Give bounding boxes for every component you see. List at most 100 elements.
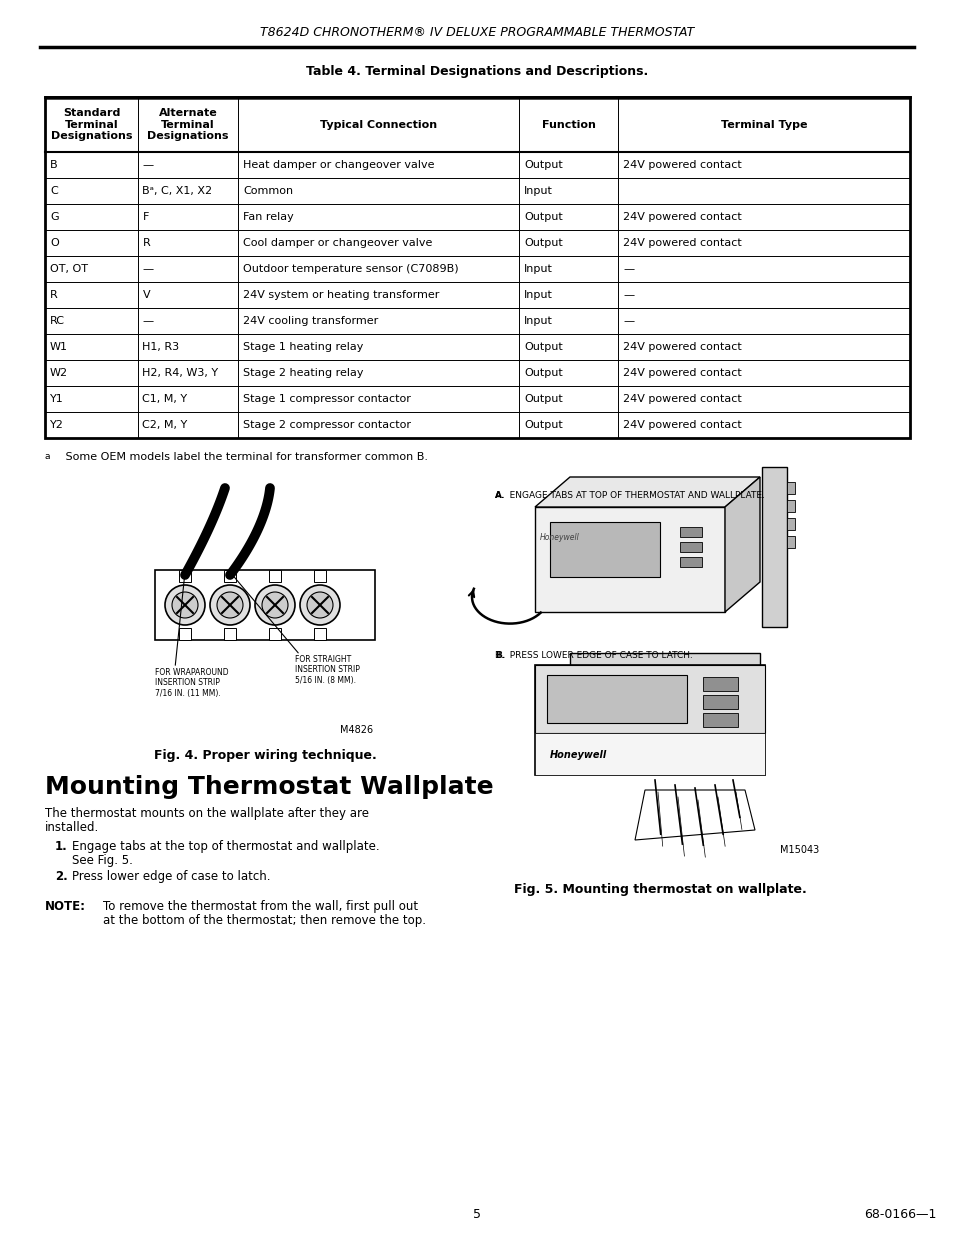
Text: Standard
Terminal
Designations: Standard Terminal Designations <box>51 107 132 141</box>
Text: C: C <box>50 186 58 196</box>
Text: —: — <box>142 264 153 274</box>
Bar <box>679 542 701 552</box>
Text: Input: Input <box>523 264 553 274</box>
Text: FOR STRAIGHT
INSERTION STRIP
5/16 IN. (8 MM).: FOR STRAIGHT INSERTION STRIP 5/16 IN. (8… <box>294 655 359 684</box>
Text: See Fig. 5.: See Fig. 5. <box>71 853 132 867</box>
Text: Fig. 4. Proper wiring technique.: Fig. 4. Proper wiring technique. <box>153 748 376 762</box>
Bar <box>702 713 738 727</box>
Text: 24V powered contact: 24V powered contact <box>623 342 741 352</box>
Bar <box>679 557 701 567</box>
Text: Bᵃ, C, X1, X2: Bᵃ, C, X1, X2 <box>142 186 213 196</box>
Text: Mounting Thermostat Wallplate: Mounting Thermostat Wallplate <box>45 776 493 799</box>
Bar <box>550 522 659 577</box>
Text: Output: Output <box>523 161 562 170</box>
Text: Some OEM models label the terminal for transformer common B.: Some OEM models label the terminal for t… <box>55 452 428 462</box>
Text: 2.: 2. <box>55 869 68 883</box>
Circle shape <box>254 585 294 625</box>
Text: Stage 2 heating relay: Stage 2 heating relay <box>243 368 363 378</box>
Circle shape <box>262 592 288 618</box>
Text: Fig. 5. Mounting thermostat on wallplate.: Fig. 5. Mounting thermostat on wallplate… <box>513 883 805 897</box>
Bar <box>546 676 686 722</box>
Text: Input: Input <box>523 290 553 300</box>
Text: —: — <box>623 264 634 274</box>
Bar <box>45 98 909 438</box>
Text: Engage tabs at the top of thermostat and wallplate.: Engage tabs at the top of thermostat and… <box>71 840 379 853</box>
Bar <box>786 517 794 530</box>
Text: Honeywell: Honeywell <box>539 532 579 541</box>
Bar <box>269 571 281 582</box>
Text: Output: Output <box>523 394 562 404</box>
Bar <box>154 571 375 640</box>
Bar <box>535 664 764 776</box>
Text: —: — <box>142 316 153 326</box>
Text: Press lower edge of case to latch.: Press lower edge of case to latch. <box>71 869 271 883</box>
Circle shape <box>299 585 339 625</box>
Polygon shape <box>535 508 724 613</box>
Text: 24V powered contact: 24V powered contact <box>623 161 741 170</box>
Text: —: — <box>142 161 153 170</box>
Circle shape <box>172 592 198 618</box>
Text: 24V powered contact: 24V powered contact <box>623 394 741 404</box>
Bar <box>786 536 794 548</box>
Bar <box>535 734 764 776</box>
Text: at the bottom of the thermostat; then remove the top.: at the bottom of the thermostat; then re… <box>103 914 426 927</box>
Polygon shape <box>569 653 760 758</box>
Text: B.: B. <box>495 651 505 659</box>
Text: R: R <box>142 238 150 248</box>
Text: B.  PRESS LOWER EDGE OF CASE TO LATCH.: B. PRESS LOWER EDGE OF CASE TO LATCH. <box>495 651 692 659</box>
Text: Function: Function <box>541 120 595 130</box>
Bar <box>179 629 191 640</box>
Text: Table 4. Terminal Designations and Descriptions.: Table 4. Terminal Designations and Descr… <box>306 65 647 79</box>
Circle shape <box>216 592 243 618</box>
Text: Fan relay: Fan relay <box>243 212 294 222</box>
Text: Output: Output <box>523 212 562 222</box>
Text: —: — <box>623 316 634 326</box>
Circle shape <box>165 585 205 625</box>
Text: Terminal Type: Terminal Type <box>720 120 806 130</box>
Bar <box>314 629 326 640</box>
Text: O: O <box>50 238 59 248</box>
Text: a: a <box>45 452 51 461</box>
Text: —: — <box>623 290 634 300</box>
Text: NOTE:: NOTE: <box>45 900 86 913</box>
Text: 24V powered contact: 24V powered contact <box>623 368 741 378</box>
Text: Output: Output <box>523 420 562 430</box>
Text: W1: W1 <box>50 342 68 352</box>
Text: Stage 1 compressor contactor: Stage 1 compressor contactor <box>243 394 411 404</box>
Text: 24V powered contact: 24V powered contact <box>623 238 741 248</box>
Text: G: G <box>50 212 58 222</box>
Text: R: R <box>50 290 58 300</box>
Text: T8624D CHRONOTHERM® IV DELUXE PROGRAMMABLE THERMOSTAT: T8624D CHRONOTHERM® IV DELUXE PROGRAMMAB… <box>259 26 694 40</box>
Bar <box>535 664 764 734</box>
Text: Honeywell: Honeywell <box>550 750 607 760</box>
Text: H1, R3: H1, R3 <box>142 342 179 352</box>
Text: Outdoor temperature sensor (C7089B): Outdoor temperature sensor (C7089B) <box>243 264 458 274</box>
Polygon shape <box>724 477 760 613</box>
Text: Y2: Y2 <box>50 420 64 430</box>
Text: V: V <box>142 290 150 300</box>
Text: Common: Common <box>243 186 293 196</box>
Bar <box>314 571 326 582</box>
Text: Output: Output <box>523 238 562 248</box>
Polygon shape <box>761 467 786 627</box>
Circle shape <box>210 585 250 625</box>
Text: 68-0166—1: 68-0166—1 <box>862 1209 935 1221</box>
Text: The thermostat mounts on the wallplate after they are: The thermostat mounts on the wallplate a… <box>45 806 369 820</box>
Polygon shape <box>535 477 760 508</box>
Text: Output: Output <box>523 368 562 378</box>
Text: B: B <box>50 161 57 170</box>
Text: installed.: installed. <box>45 821 99 834</box>
Text: W2: W2 <box>50 368 68 378</box>
Text: H2, R4, W3, Y: H2, R4, W3, Y <box>142 368 218 378</box>
Bar <box>269 629 281 640</box>
Bar <box>702 695 738 709</box>
Text: A.: A. <box>495 490 505 499</box>
Text: 24V powered contact: 24V powered contact <box>623 420 741 430</box>
Bar <box>179 571 191 582</box>
Text: RC: RC <box>50 316 65 326</box>
Text: 24V cooling transformer: 24V cooling transformer <box>243 316 377 326</box>
Bar <box>702 677 738 692</box>
Text: Output: Output <box>523 342 562 352</box>
Text: To remove the thermostat from the wall, first pull out: To remove the thermostat from the wall, … <box>103 900 417 913</box>
Text: 24V powered contact: 24V powered contact <box>623 212 741 222</box>
